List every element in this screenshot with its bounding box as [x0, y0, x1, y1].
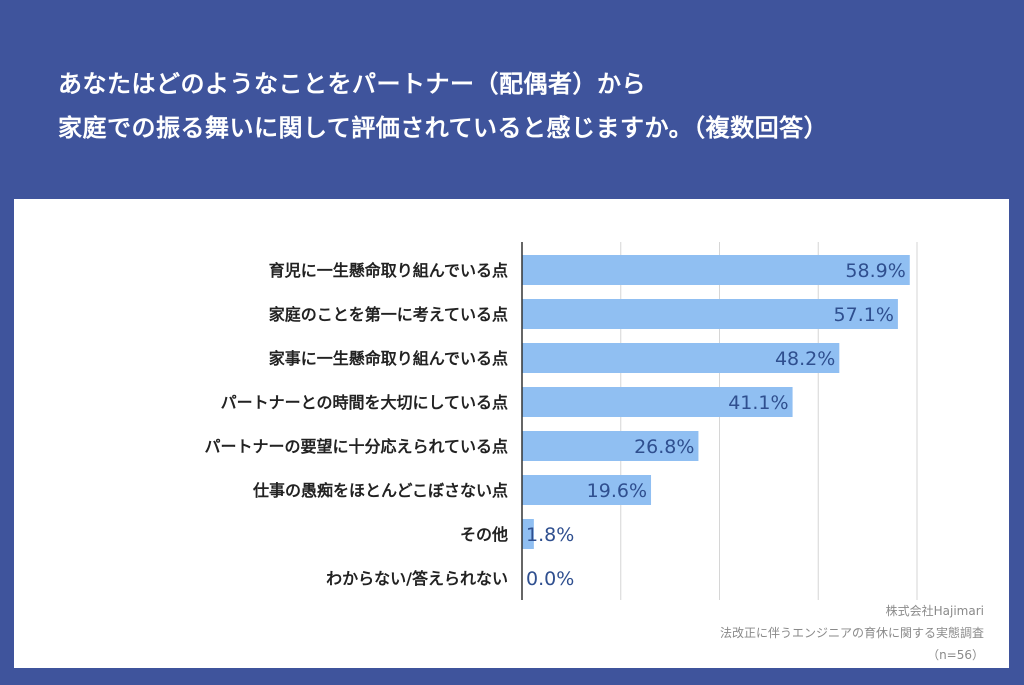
category-label-4: パートナーの要望に十分応えられている点	[204, 437, 508, 456]
category-label-1: 家庭のことを第一に考えている点	[269, 305, 508, 324]
value-label-1: 57.1%	[834, 304, 894, 326]
value-label-7: 0.0%	[526, 568, 574, 590]
source-survey: 法改正に伴うエンジニアの育休に関する実態調査	[719, 626, 984, 640]
category-label-7: わからない/答えられない	[326, 569, 508, 588]
bar-6	[522, 519, 534, 549]
category-label-6: その他	[460, 525, 508, 544]
bar-0	[522, 255, 910, 285]
value-label-2: 48.2%	[775, 348, 835, 370]
chart-title: あなたはどのようなことをパートナー（配偶者）から 家庭での振る舞いに関して評価さ…	[58, 62, 998, 150]
category-label-5: 仕事の愚痴をほとんどこぼさない点	[252, 481, 508, 500]
bar-1	[522, 299, 898, 329]
category-label-2: 家事に一生懸命取り組んでいる点	[269, 349, 508, 368]
value-label-0: 58.9%	[845, 260, 905, 282]
bar-3	[522, 387, 793, 417]
value-label-4: 26.8%	[634, 436, 694, 458]
source-company: 株式会社Hajimari	[885, 604, 984, 618]
bar-4	[522, 431, 699, 461]
bar-2	[522, 343, 840, 373]
title-line-1: あなたはどのようなことをパートナー（配偶者）から	[58, 70, 646, 98]
title-line-2: 家庭での振る舞いに関して評価されていると感じますか。（複数回答）	[58, 114, 829, 142]
bar-5	[522, 475, 652, 505]
category-label-3: パートナーとの時間を大切にしている点	[221, 393, 508, 412]
value-label-5: 19.6%	[587, 480, 647, 502]
category-label-0: 育児に一生懸命取り組んでいる点	[269, 261, 508, 280]
source-sample: （n=56）	[927, 648, 984, 662]
source-note: 株式会社Hajimari 法改正に伴うエンジニアの育休に関する実態調査 （n=5…	[720, 600, 984, 666]
value-label-3: 41.1%	[728, 392, 788, 414]
value-label-6: 1.8%	[526, 524, 574, 546]
